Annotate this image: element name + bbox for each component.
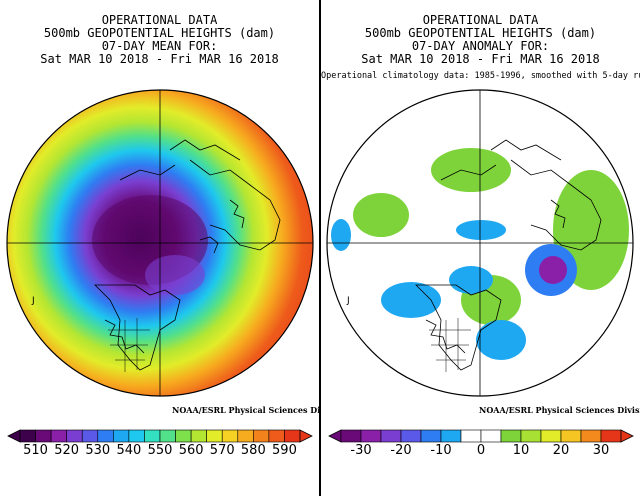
credit-text: NOAA/ESRL Physical Sciences Division bbox=[172, 405, 347, 415]
title-line-1: OPERATIONAL DATA bbox=[101, 13, 218, 27]
mean-colorbar-swatch bbox=[268, 429, 285, 443]
mean-colorbar-tick-label: 570 bbox=[209, 443, 235, 458]
mean-colorbar-arrow-low bbox=[7, 429, 21, 443]
anomaly-negative-2 bbox=[449, 266, 493, 294]
title-line-4: Sat MAR 10 2018 - Fri MAR 16 2018 bbox=[40, 52, 279, 66]
anomaly-colorbar-swatch bbox=[400, 429, 422, 443]
title-line-2: 500mb GEOPOTENTIAL HEIGHTS (dam) bbox=[364, 26, 597, 40]
anomaly-colorbar-tick-label: 0 bbox=[476, 443, 486, 458]
mean-colorbar-swatch bbox=[253, 429, 270, 443]
mean-colorbar-arrow-high bbox=[299, 429, 313, 443]
credit-text: NOAA/ESRL Physical Sciences Division bbox=[479, 405, 640, 415]
state-borders bbox=[108, 318, 150, 372]
mean-colorbar-swatch bbox=[81, 429, 99, 443]
mean-colorbar-swatch bbox=[66, 429, 83, 443]
anomaly-map: J bbox=[326, 89, 634, 397]
mean-colorbar-tick-label: 580 bbox=[240, 443, 266, 458]
coastlines bbox=[415, 139, 602, 371]
mean-title-block: OPERATIONAL DATA 500mb GEOPOTENTIAL HEIG… bbox=[0, 14, 319, 66]
mean-colorbar-swatch bbox=[206, 429, 223, 443]
anomaly-colorbar-swatch bbox=[540, 429, 562, 443]
anomaly-colorbar-arrow-low bbox=[328, 429, 342, 443]
anomaly-min bbox=[539, 256, 567, 284]
title-line-3: 07-DAY MEAN FOR: bbox=[101, 39, 218, 53]
anomaly-colorbar-swatch bbox=[480, 429, 502, 443]
mean-colorbar-tick-label: 550 bbox=[147, 443, 173, 458]
mean-colorbar-tick-label: 590 bbox=[272, 443, 297, 458]
anomaly-positive-1 bbox=[353, 193, 409, 237]
mean-colorbar-swatch bbox=[175, 429, 192, 443]
mean-colorbar-swatch bbox=[237, 429, 254, 443]
mean-colorbar-tick-label: 560 bbox=[178, 443, 204, 458]
title-line-2: 500mb GEOPOTENTIAL HEIGHTS (dam) bbox=[43, 26, 276, 40]
mean-colorbar-tick-label: 540 bbox=[116, 443, 142, 458]
map-mark: J bbox=[346, 296, 350, 306]
mean-colorbar-swatch bbox=[144, 429, 161, 443]
mean-heights-map: J bbox=[6, 89, 314, 397]
anomaly-colorbar-tick-label: 10 bbox=[512, 443, 530, 458]
anomaly-title-block: OPERATIONAL DATA 500mb GEOPOTENTIAL HEIG… bbox=[321, 14, 640, 83]
mean-colorbar-swatch bbox=[50, 429, 67, 443]
mean-colorbar-swatch bbox=[113, 429, 130, 443]
mean-colorbar-swatch bbox=[221, 429, 239, 443]
mean-colorbar-swatch bbox=[128, 429, 145, 443]
mean-colorbar-swatch bbox=[35, 429, 52, 443]
anomaly-colorbar-swatch bbox=[380, 429, 402, 443]
mean-colorbar-swatch bbox=[97, 429, 114, 443]
coastlines bbox=[94, 139, 281, 371]
anomaly-colorbar-swatch bbox=[360, 429, 382, 443]
anomaly-panel: OPERATIONAL DATA 500mb GEOPOTENTIAL HEIG… bbox=[321, 0, 640, 496]
climatology-note: Operational climatology data: 1985-1996,… bbox=[321, 71, 640, 81]
map-mark: J bbox=[31, 296, 35, 306]
anomaly-colorbar-swatch bbox=[560, 429, 582, 443]
mean-colorbar-swatch bbox=[159, 429, 176, 443]
trough-east bbox=[145, 255, 205, 295]
anomaly-negative-1 bbox=[381, 282, 441, 318]
mean-colorbar-tick-label: 510 bbox=[23, 443, 48, 458]
anomaly-negative-6 bbox=[331, 219, 351, 251]
anomaly-colorbar-swatch bbox=[500, 429, 522, 443]
mean-colorbar-swatch bbox=[19, 429, 36, 443]
anomaly-colorbar-tick-label: -30 bbox=[350, 443, 372, 458]
anomaly-colorbar bbox=[328, 429, 634, 443]
anomaly-colorbar-arrow-high bbox=[620, 429, 634, 443]
anomaly-colorbar-tick-label: 20 bbox=[552, 443, 570, 458]
anomaly-colorbar-swatch bbox=[440, 429, 462, 443]
anomaly-colorbar-swatch bbox=[520, 429, 542, 443]
anomaly-colorbar-swatch bbox=[580, 429, 602, 443]
anomaly-colorbar-tick-label: -20 bbox=[390, 443, 412, 458]
mean-colorbar-tick-label: 520 bbox=[54, 443, 80, 458]
anomaly-colorbar-swatch bbox=[460, 429, 482, 443]
anomaly-colorbar-swatch bbox=[600, 429, 622, 443]
title-line-1: OPERATIONAL DATA bbox=[422, 13, 539, 27]
mean-colorbar-tick-label: 530 bbox=[85, 443, 111, 458]
mean-colorbar bbox=[7, 429, 313, 443]
title-line-4: Sat MAR 10 2018 - Fri MAR 16 2018 bbox=[361, 52, 600, 66]
anomaly-colorbar-tick-label: -10 bbox=[430, 443, 452, 458]
title-line-3: 07-DAY ANOMALY FOR: bbox=[411, 39, 550, 53]
mean-heights-panel: OPERATIONAL DATA 500mb GEOPOTENTIAL HEIG… bbox=[0, 0, 347, 496]
anomaly-positive-3 bbox=[431, 148, 511, 192]
anomaly-colorbar-tick-label: 30 bbox=[592, 443, 610, 458]
mean-colorbar-swatch bbox=[284, 429, 301, 443]
anomaly-negative-3 bbox=[476, 320, 526, 360]
panel-divider bbox=[319, 0, 321, 496]
anomaly-colorbar-swatch bbox=[340, 429, 362, 443]
state-borders bbox=[429, 318, 471, 372]
anomaly-negative-5 bbox=[456, 220, 506, 240]
mean-colorbar-swatch bbox=[190, 429, 207, 443]
anomaly-colorbar-swatch bbox=[420, 429, 442, 443]
